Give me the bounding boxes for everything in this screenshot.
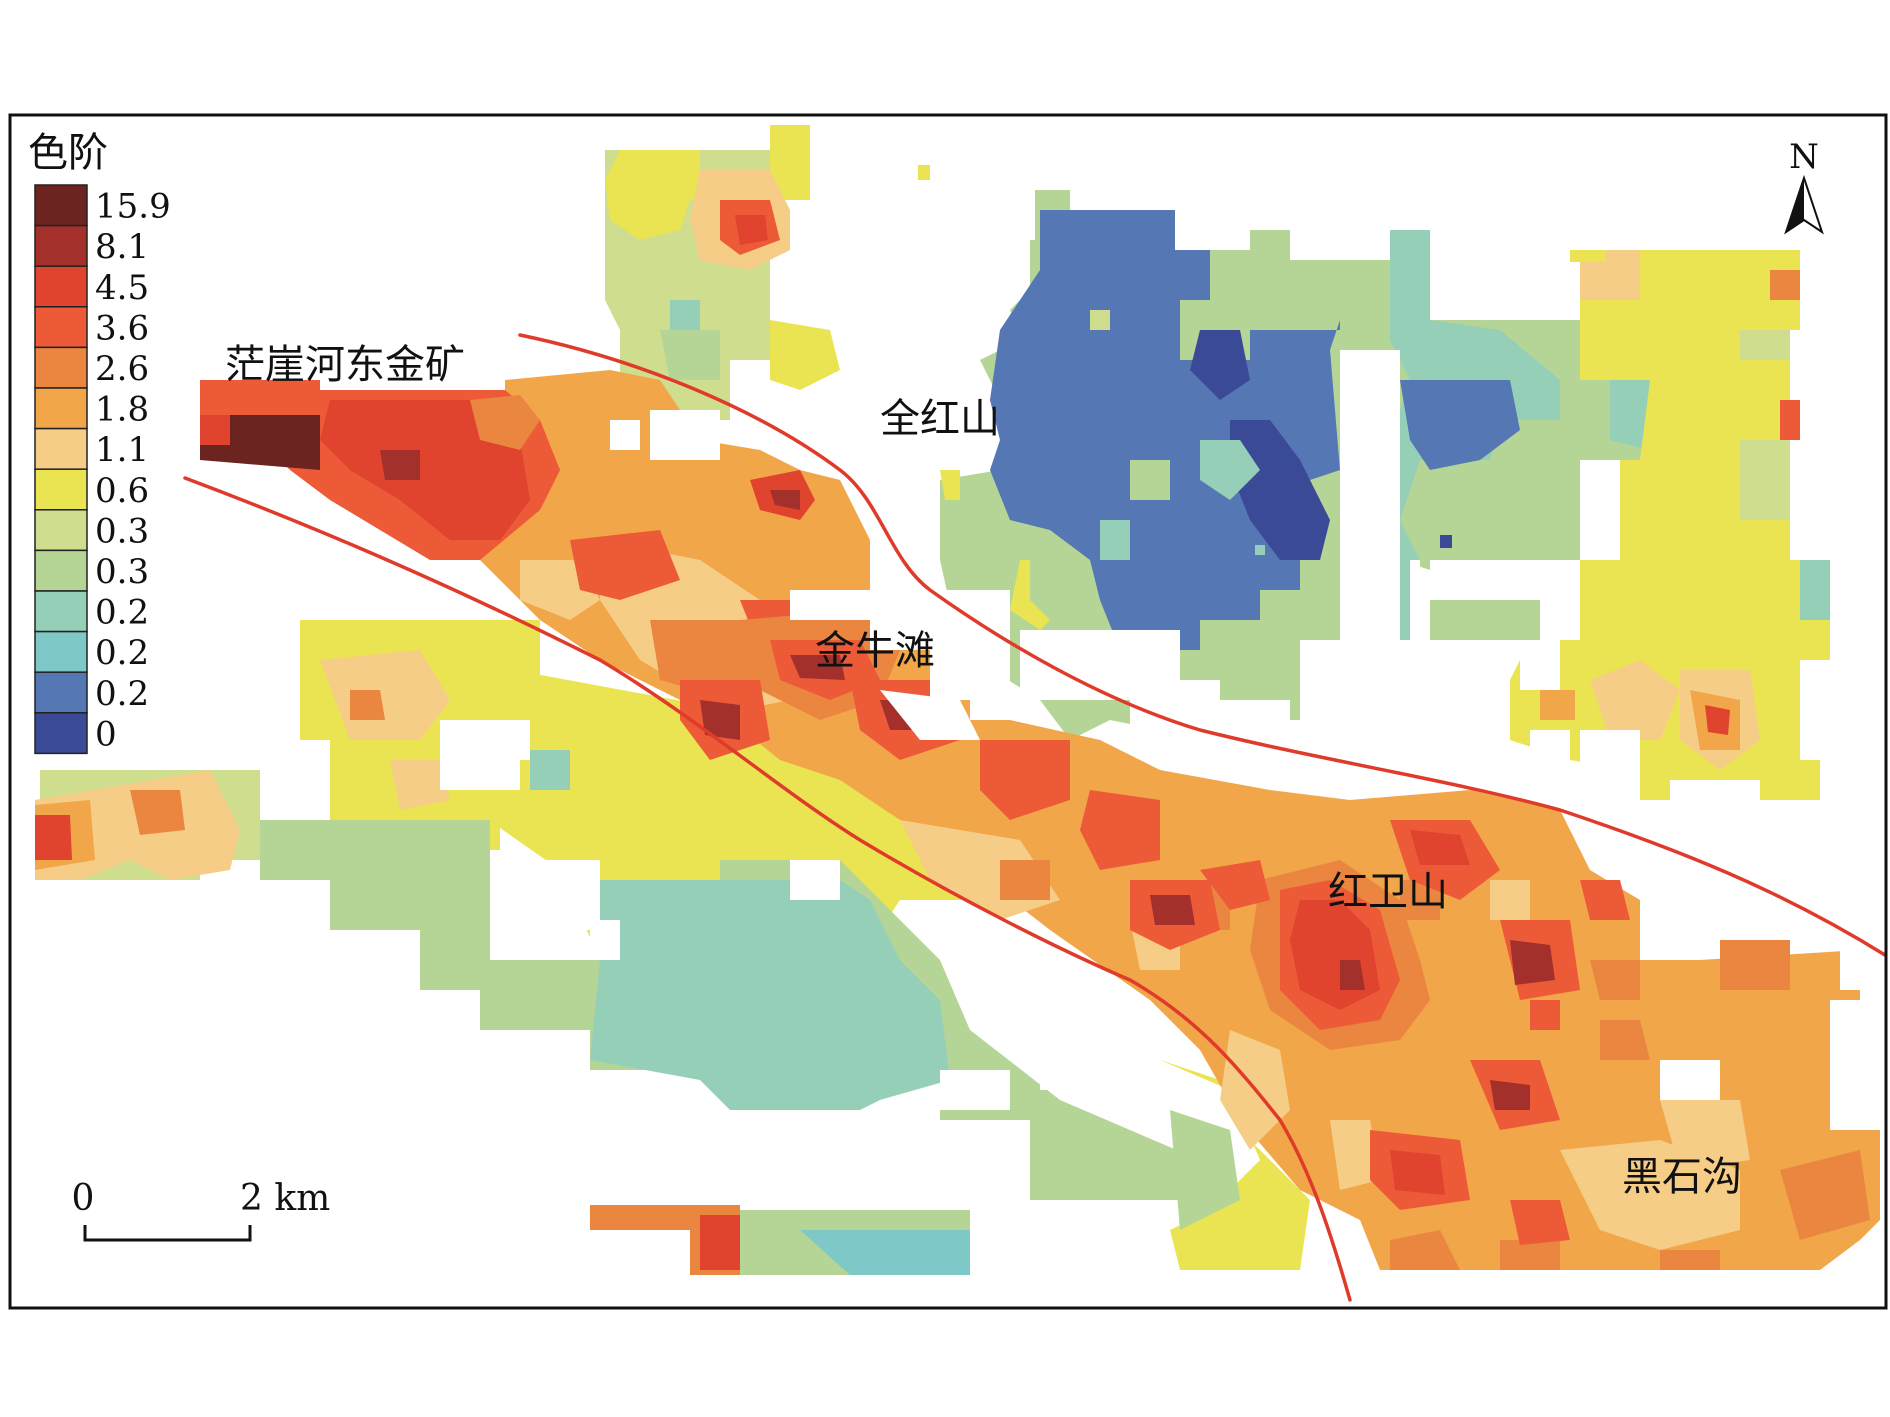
west-zone [35, 650, 570, 880]
legend-swatch [34, 590, 88, 633]
legend-swatch [34, 468, 88, 511]
place-label-heishigou: 黑石沟 [1622, 1154, 1742, 1200]
legend: 色阶 15.98.14.53.62.61.81.10.60.30.30.20.2… [28, 130, 171, 754]
scale-bar: 0 2 km [72, 1178, 330, 1242]
legend-swatch [34, 712, 88, 755]
legend-swatch [34, 549, 88, 592]
legend-label: 1.1 [95, 430, 149, 470]
very-low-zone [990, 210, 1520, 650]
place-labels: 茫崖河东金矿 全红山 金牛滩 红卫山 黑石沟 [225, 342, 1742, 1200]
legend-label: 4.5 [95, 268, 149, 308]
legend-label: 0.3 [95, 511, 149, 551]
legend-swatch [34, 427, 88, 470]
legend-items: 15.98.14.53.62.61.81.10.60.30.30.20.20.2… [34, 184, 171, 755]
fault-lines [183, 333, 1887, 1302]
place-label-quanhongshan: 全红山 [880, 396, 1000, 442]
place-label-jinniutan: 金牛滩 [815, 628, 935, 674]
legend-label: 1.8 [95, 390, 149, 430]
legend-label: 0 [95, 714, 117, 754]
legend-swatch [34, 224, 88, 267]
legend-swatch [34, 509, 88, 552]
legend-swatch [34, 346, 88, 389]
map-frame [8, 113, 1888, 1310]
fault-line-north [518, 333, 1887, 957]
legend-swatch [34, 630, 88, 673]
place-label-hongweishan: 红卫山 [1328, 869, 1448, 915]
legend-label: 0.3 [95, 552, 149, 592]
north-arrow: N [1784, 137, 1824, 235]
scale-bar-start-label: 0 [72, 1178, 95, 1219]
north-arrow-label: N [1789, 137, 1819, 177]
map-area [35, 125, 1880, 1275]
fault-line-south [183, 476, 1352, 1302]
legend-label: 0.2 [95, 674, 149, 714]
legend-label: 0.6 [95, 471, 149, 511]
legend-title: 色阶 [28, 130, 108, 176]
legend-label: 2.6 [95, 349, 149, 389]
scale-bar-end-label: 2 km [240, 1178, 330, 1219]
east-zone [1510, 250, 1830, 800]
legend-swatch [34, 387, 88, 430]
legend-swatch [34, 184, 88, 227]
no-data-gaps [200, 350, 1880, 1110]
legend-label: 15.9 [95, 187, 171, 227]
place-label-mangyahedong: 茫崖河东金矿 [225, 342, 465, 388]
legend-label: 0.2 [95, 633, 149, 673]
scale-bar-line [83, 1225, 252, 1242]
legend-swatch [34, 671, 88, 714]
legend-label: 0.2 [95, 593, 149, 633]
legend-label: 8.1 [95, 227, 149, 267]
legend-swatch [34, 265, 88, 308]
legend-label: 3.6 [95, 308, 149, 348]
legend-swatch [34, 306, 88, 349]
north-remnant [590, 150, 1605, 1275]
